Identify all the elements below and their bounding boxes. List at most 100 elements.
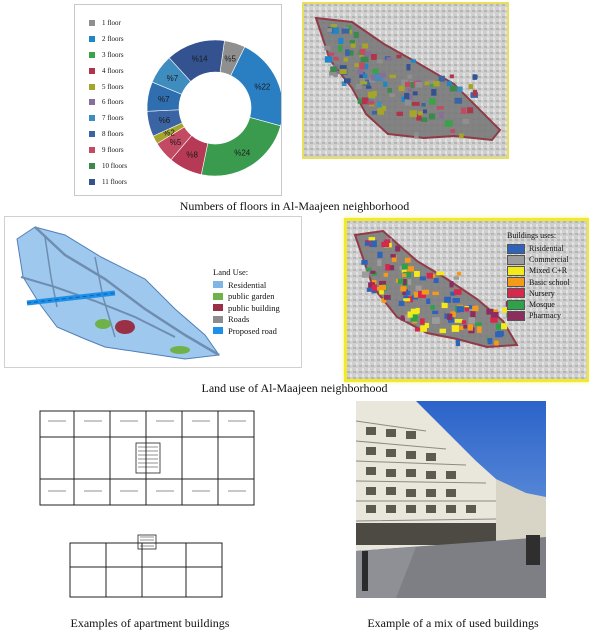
map-building-block bbox=[426, 298, 431, 304]
map-building-block bbox=[486, 308, 494, 315]
map-building-block bbox=[343, 57, 349, 62]
legend-label: 3 floors bbox=[102, 50, 124, 59]
map-building-block bbox=[420, 318, 425, 325]
legend-swatch bbox=[89, 115, 95, 122]
map-building-block bbox=[431, 88, 437, 96]
map-building-block bbox=[362, 73, 368, 79]
map-building-block bbox=[449, 74, 454, 79]
map-building-block bbox=[371, 284, 377, 291]
legend-label: 5 floors bbox=[102, 82, 124, 91]
map-building-block bbox=[402, 273, 407, 278]
legend-label: 10 floors bbox=[102, 161, 128, 170]
building-use-legend-item: Mixed C+R bbox=[507, 265, 570, 276]
map-building-block bbox=[404, 99, 412, 106]
map-building-block bbox=[449, 281, 454, 288]
map-building-block bbox=[403, 298, 411, 302]
map-building-block bbox=[459, 133, 464, 139]
map-building-block bbox=[413, 291, 419, 298]
map-building-block bbox=[472, 74, 477, 80]
donut-slice-label: %14 bbox=[192, 54, 209, 63]
map-building-block bbox=[371, 54, 377, 60]
landuse-legend-item: public building bbox=[213, 302, 280, 314]
caption-mixed-use: Example of a mix of used buildings bbox=[367, 616, 539, 630]
landuse-label: public building bbox=[228, 302, 280, 313]
map-building-block bbox=[449, 85, 457, 92]
landuse-map-image bbox=[16, 226, 220, 360]
map-building-block bbox=[404, 92, 410, 100]
floors-legend-item: 4 floors bbox=[89, 63, 127, 79]
map-building-block bbox=[463, 324, 468, 329]
legend-swatch bbox=[89, 131, 95, 138]
map-building-block bbox=[379, 290, 384, 295]
building-use-swatch bbox=[507, 243, 525, 254]
map-building-block bbox=[414, 327, 422, 332]
landuse-label: public garden bbox=[228, 291, 275, 302]
map-building-block bbox=[410, 317, 418, 322]
map-building-block bbox=[455, 339, 461, 347]
street-photo-image bbox=[356, 401, 546, 598]
building-use-legend-item: Risidential bbox=[507, 243, 570, 254]
map-building-block bbox=[426, 272, 433, 279]
map-building-block bbox=[415, 307, 420, 314]
map-building-block bbox=[444, 313, 450, 319]
map-building-block bbox=[433, 80, 440, 87]
map-building-block bbox=[329, 71, 337, 76]
map-building-block bbox=[407, 88, 412, 92]
map-building-block bbox=[361, 260, 368, 265]
map-building-block bbox=[363, 63, 369, 70]
map-building-block bbox=[341, 81, 347, 87]
map-building-block bbox=[410, 82, 415, 89]
map-building-block bbox=[369, 240, 377, 248]
map-building-block bbox=[357, 98, 364, 104]
map-building-block bbox=[367, 91, 376, 99]
floors-legend-item: 2 floors bbox=[89, 31, 127, 47]
map-building-block bbox=[404, 257, 411, 263]
donut-slice bbox=[168, 39, 225, 82]
map-building-block bbox=[439, 111, 444, 119]
floors-legend-item: 10 floors bbox=[89, 158, 127, 174]
map-building-block bbox=[357, 69, 364, 75]
map-building-block bbox=[418, 291, 427, 299]
map-building-block bbox=[379, 280, 387, 285]
map-building-block bbox=[348, 50, 354, 56]
map-building-block bbox=[412, 91, 418, 96]
floors-legend-item: 9 floors bbox=[89, 142, 127, 158]
landuse-swatch bbox=[213, 315, 223, 323]
map-building-block bbox=[420, 325, 427, 332]
map-building-block bbox=[409, 110, 417, 117]
map-building-block bbox=[398, 85, 405, 92]
mixed-use-street-photo bbox=[356, 401, 546, 598]
map-building-block bbox=[447, 313, 453, 320]
donut-slice-label: %2 bbox=[163, 128, 175, 137]
map-building-block bbox=[457, 86, 463, 93]
map-building-block bbox=[439, 271, 445, 276]
map-building-block bbox=[381, 241, 390, 248]
floors-map-image bbox=[304, 4, 507, 157]
map-building-block bbox=[385, 263, 390, 271]
legend-label: 9 floors bbox=[102, 146, 124, 155]
map-building-block bbox=[407, 311, 413, 318]
map-building-block bbox=[388, 265, 395, 271]
map-building-block bbox=[490, 312, 499, 318]
map-building-block bbox=[363, 51, 372, 57]
map-building-block bbox=[397, 278, 404, 284]
building-use-label: Risidential bbox=[529, 244, 564, 254]
donut-slice bbox=[200, 117, 281, 177]
map-building-block bbox=[333, 56, 339, 61]
map-building-block bbox=[502, 307, 507, 313]
floors-legend: 1 floor 2 floors 3 floors 4 floors 5 floors 6… bbox=[89, 15, 127, 190]
map-building-block bbox=[428, 98, 436, 105]
map-building-block bbox=[415, 285, 422, 291]
map-building-block bbox=[436, 271, 441, 276]
map-building-block bbox=[350, 40, 356, 48]
caption-landuse: Land use of Al-Maajeen neighborhood bbox=[201, 381, 388, 395]
map-building-block bbox=[472, 89, 478, 97]
map-building-block bbox=[387, 88, 392, 93]
map-building-block bbox=[422, 109, 427, 114]
map-building-block bbox=[381, 298, 387, 303]
map-building-block bbox=[495, 331, 503, 338]
map-building-block bbox=[338, 45, 343, 52]
building-use-swatch bbox=[507, 254, 525, 265]
map-building-block bbox=[418, 111, 423, 116]
donut-slice-label: %7 bbox=[158, 95, 170, 104]
